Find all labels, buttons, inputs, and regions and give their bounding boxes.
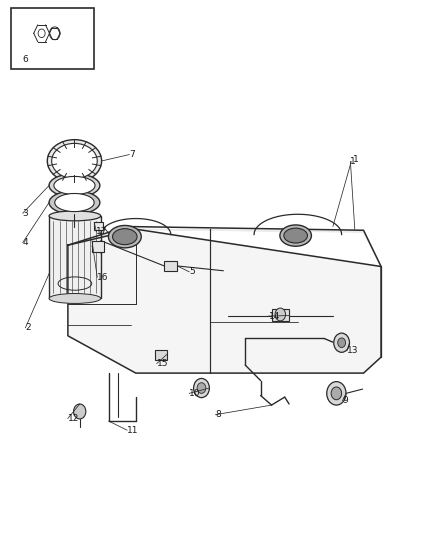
Ellipse shape	[54, 176, 95, 195]
Bar	[92, 241, 104, 252]
Text: 9: 9	[343, 397, 348, 405]
Circle shape	[74, 404, 86, 419]
Circle shape	[331, 387, 342, 400]
Text: 15: 15	[157, 359, 168, 368]
Text: 14: 14	[268, 312, 280, 320]
Text: 7: 7	[129, 150, 135, 159]
Text: 5: 5	[189, 268, 195, 276]
Circle shape	[275, 308, 286, 321]
Ellipse shape	[52, 143, 97, 179]
Text: 12: 12	[68, 414, 79, 423]
Text: 10: 10	[189, 389, 201, 398]
Bar	[155, 350, 167, 360]
Ellipse shape	[280, 225, 311, 246]
Text: 8: 8	[215, 410, 221, 419]
Circle shape	[197, 383, 206, 393]
Text: 1: 1	[350, 157, 356, 166]
Text: 13: 13	[347, 346, 358, 355]
Ellipse shape	[49, 211, 101, 221]
Text: 4: 4	[23, 238, 28, 247]
Ellipse shape	[49, 191, 100, 214]
Text: 16: 16	[97, 273, 109, 281]
Bar	[11, 8, 94, 69]
Ellipse shape	[49, 174, 100, 197]
Ellipse shape	[284, 228, 307, 243]
Bar	[272, 309, 289, 321]
Ellipse shape	[55, 193, 94, 212]
Ellipse shape	[47, 140, 102, 182]
Text: 1: 1	[353, 156, 358, 164]
Circle shape	[338, 338, 346, 348]
Circle shape	[327, 382, 346, 405]
Polygon shape	[68, 229, 381, 373]
Bar	[94, 222, 103, 230]
Text: 11: 11	[127, 426, 138, 434]
Ellipse shape	[49, 294, 101, 303]
Circle shape	[194, 378, 209, 398]
Text: 3: 3	[23, 209, 28, 217]
Circle shape	[334, 333, 350, 352]
Bar	[164, 261, 177, 271]
Polygon shape	[68, 229, 381, 266]
Ellipse shape	[113, 229, 137, 245]
Text: 6: 6	[22, 55, 28, 64]
Ellipse shape	[108, 225, 141, 248]
Bar	[49, 216, 101, 298]
Text: 2: 2	[25, 324, 31, 332]
Text: 17: 17	[96, 228, 108, 236]
